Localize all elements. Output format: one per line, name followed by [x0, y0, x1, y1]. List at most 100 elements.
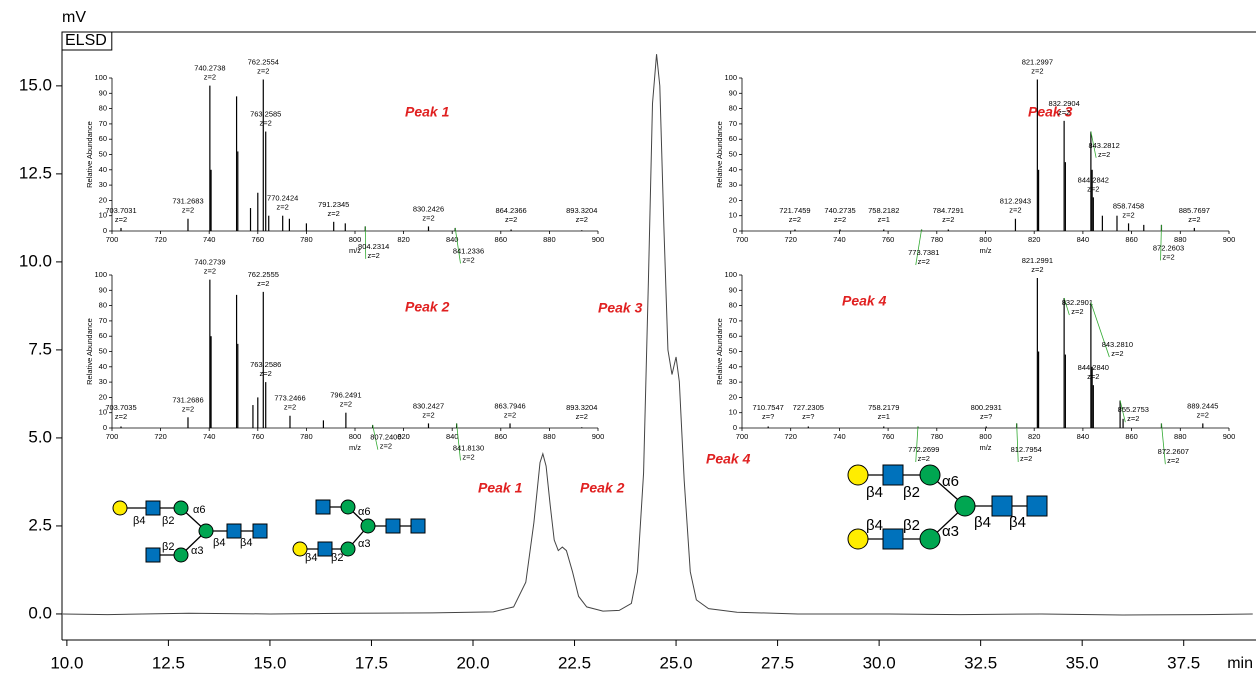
chart-title: Peak 1 — [405, 104, 450, 120]
charge-label: z=2 — [576, 412, 588, 421]
glycan: α6 α3 β4 β2 — [292, 499, 426, 564]
y-tick-label: 80 — [729, 104, 737, 113]
peak-label: 773.2466 — [274, 394, 305, 403]
x-tick-label: 800 — [979, 432, 992, 441]
peak-label: 710.7547 — [753, 403, 784, 412]
peak-label: 830.2427 — [413, 401, 444, 410]
peak-label: 758.2182 — [868, 206, 899, 215]
charge-label: z=2 — [284, 403, 296, 412]
charge-label: z=2 — [1127, 414, 1139, 423]
y-tick-label: 15.0 — [19, 75, 52, 94]
x-tick-label: 880 — [543, 432, 556, 441]
peak-label: 844.2840 — [1078, 363, 1109, 372]
title-box — [61, 31, 113, 51]
y-tick-label: 30 — [99, 377, 107, 386]
galactose — [847, 528, 869, 550]
x-tick-label: 820 — [1028, 432, 1041, 441]
linkage: β4 — [866, 517, 883, 534]
x-tick-label: 840 — [446, 235, 459, 244]
charge-label: z=2 — [789, 215, 801, 224]
peak-label: 832.2904 — [1048, 99, 1079, 108]
y-tick-label: 60 — [99, 134, 107, 143]
x-axis-label: m/z — [979, 443, 991, 452]
charge-label: z=2 — [1071, 307, 1083, 316]
x-axis-label: m/z — [979, 246, 991, 255]
glcnac — [385, 518, 401, 534]
chart-title: Peak 3 — [1028, 104, 1073, 120]
y-tick-label: 30 — [729, 180, 737, 189]
y-axis-label: mV — [62, 9, 86, 26]
peak-label: 807.2400 — [370, 433, 401, 442]
mannose — [954, 495, 976, 517]
y-tick-label: 50 — [729, 149, 737, 158]
x-tick-label: 900 — [592, 432, 605, 441]
glcnac — [145, 547, 161, 563]
x-tick-label: 720 — [154, 432, 167, 441]
x-tick-label: 860 — [1125, 432, 1138, 441]
y-tick-label: 10 — [729, 211, 737, 220]
peak-label: 821.2997 — [1022, 58, 1053, 67]
linkage: β4 — [133, 515, 145, 527]
charge-label: z=2 — [1188, 215, 1200, 224]
charge-label: z=2 — [1167, 456, 1179, 465]
chart-title: Peak 2 — [405, 299, 450, 315]
glcnac — [882, 528, 904, 550]
charge-label: z=2 — [368, 251, 380, 260]
y-tick-label: 70 — [729, 119, 737, 128]
charge-label: z=2 — [204, 267, 216, 276]
y-tick-label: 30 — [729, 377, 737, 386]
annotation: Peak 2 — [580, 480, 625, 496]
x-tick-label: 32.5 — [964, 653, 997, 672]
y-axis-label: Relative Abundance — [715, 318, 724, 385]
charge-label: z=2 — [328, 209, 340, 218]
x-tick-label: 15.0 — [253, 653, 286, 672]
y-tick-label: 80 — [729, 301, 737, 310]
chart-title: Peak 4 — [842, 293, 887, 309]
mannose — [173, 547, 189, 563]
x-tick-label: 760 — [882, 235, 895, 244]
linkage: β4 — [213, 537, 225, 549]
x-tick-label: 760 — [882, 432, 895, 441]
peak-label: 858.7458 — [1113, 201, 1144, 210]
x-tick-label: 820 — [1028, 235, 1041, 244]
annotation: Peak 3 — [598, 300, 643, 316]
x-tick-label: 27.5 — [761, 653, 794, 672]
peak-label: 740.2735 — [824, 206, 855, 215]
peak-label: 784.7291 — [933, 206, 964, 215]
y-tick-label: 60 — [99, 331, 107, 340]
x-tick-label: 840 — [1077, 432, 1090, 441]
linkage: β4 — [974, 514, 991, 531]
x-tick-label: 720 — [154, 235, 167, 244]
peak-label: 740.2738 — [194, 64, 225, 73]
charge-label: z=2 — [182, 206, 194, 215]
x-tick-label: 860 — [495, 235, 508, 244]
galactose — [847, 464, 869, 486]
glcnac — [252, 523, 268, 539]
linkage: β2 — [162, 541, 174, 553]
charge-label: z=2 — [462, 452, 474, 461]
charge-label: z=2 — [1087, 372, 1099, 381]
glcnac — [226, 523, 242, 539]
charge-label: z=2 — [834, 215, 846, 224]
x-tick-label: 12.5 — [152, 653, 185, 672]
x-tick-label: 820 — [397, 235, 410, 244]
mannose — [919, 528, 941, 550]
y-tick-label: 100 — [724, 270, 737, 279]
charge-label: z=2 — [115, 215, 127, 224]
x-tick-label: 700 — [736, 432, 749, 441]
leader-line — [915, 426, 919, 463]
peak-label: 770.2424 — [267, 194, 298, 203]
peak-label: 731.2686 — [172, 395, 203, 404]
mannose — [360, 518, 376, 534]
charge-label: z=? — [802, 412, 814, 421]
mannose — [340, 541, 356, 557]
charge-label: z=2 — [1087, 184, 1099, 193]
y-tick-label: 20 — [99, 392, 107, 401]
x-tick-label: 25.0 — [660, 653, 693, 672]
y-axis-label: Relative Abundance — [715, 121, 724, 188]
peak-label: 773.7381 — [908, 248, 939, 257]
peak-label: 844.2842 — [1078, 175, 1109, 184]
charge-label: z=2 — [257, 279, 269, 288]
charge-label: z=2 — [1031, 265, 1043, 274]
